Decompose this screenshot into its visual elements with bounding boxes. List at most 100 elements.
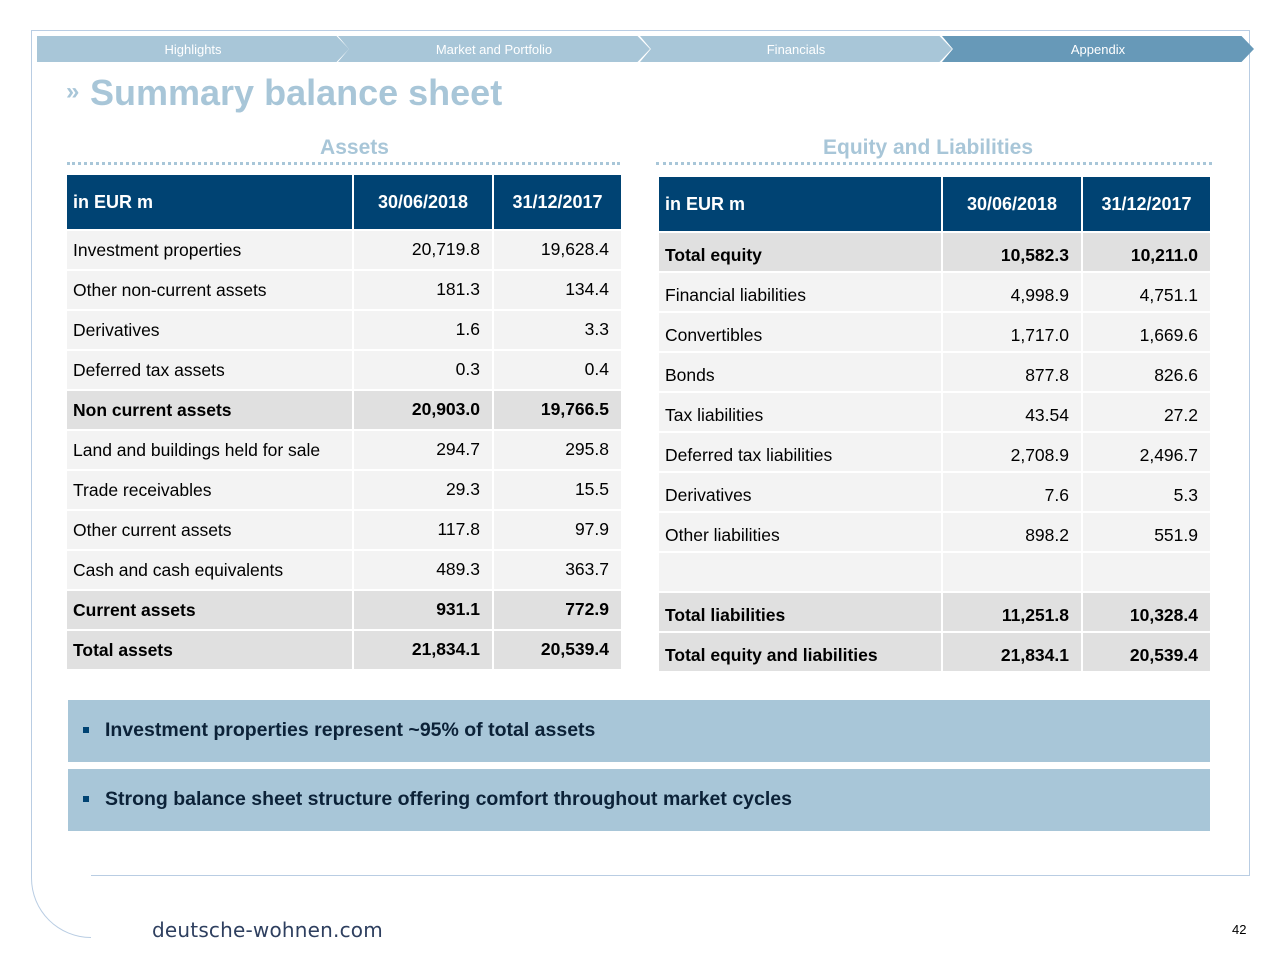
column-header-label: in EUR m — [67, 175, 354, 229]
section-navigation: Highlights Market and Portfolio Financia… — [37, 36, 1254, 62]
column-header-label: in EUR m — [659, 177, 943, 231]
value-2018: 21,834.1 — [354, 629, 494, 669]
table-row: Tax liabilities 43.54 27.2 — [659, 391, 1210, 431]
title-marker-icon: » — [66, 78, 80, 105]
key-message-box: Investment properties represent ~95% of … — [68, 700, 1210, 762]
value-2018: 1,717.0 — [943, 311, 1083, 351]
value-2018: 20,903.0 — [354, 389, 494, 429]
row-label: Deferred tax assets — [67, 349, 354, 389]
nav-tab-financials[interactable]: Financials — [640, 36, 952, 62]
page-frame-right — [1249, 30, 1250, 876]
value-2017: 3.3 — [494, 309, 621, 349]
value-2018: 4,998.9 — [943, 271, 1083, 311]
row-label: Bonds — [659, 351, 943, 391]
table-row: Bonds 877.8 826.6 — [659, 351, 1210, 391]
footer-url[interactable]: deutsche-wohnen.com — [152, 918, 383, 942]
table-row: Financial liabilities 4,998.9 4,751.1 — [659, 271, 1210, 311]
value-2018: 931.1 — [354, 589, 494, 629]
value-2018: 29.3 — [354, 469, 494, 509]
value-2017: 551.9 — [1083, 511, 1210, 551]
value-2018: 294.7 — [354, 429, 494, 469]
row-label: Total equity — [659, 231, 943, 271]
row-label: Deferred tax liabilities — [659, 431, 943, 471]
row-label: Investment properties — [67, 229, 354, 269]
table-row: Total assets 21,834.1 20,539.4 — [67, 629, 621, 669]
table-row: Non current assets 20,903.0 19,766.5 — [67, 389, 621, 429]
row-label: Other current assets — [67, 509, 354, 549]
row-label: Derivatives — [67, 309, 354, 349]
assets-heading: Assets — [320, 136, 389, 159]
column-header-2018: 30/06/2018 — [943, 177, 1083, 231]
liabilities-divider — [656, 162, 1212, 165]
page-frame-bottom — [91, 875, 1250, 876]
column-header-2018: 30/06/2018 — [354, 175, 494, 229]
nav-tab-market-and-portfolio[interactable]: Market and Portfolio — [338, 36, 650, 62]
value-2017: 10,211.0 — [1083, 231, 1210, 271]
table-row: Other current assets 117.8 97.9 — [67, 509, 621, 549]
value-2017: 19,628.4 — [494, 229, 621, 269]
row-label: Non current assets — [67, 389, 354, 429]
value-2018: 11,251.8 — [943, 591, 1083, 631]
value-2018: 877.8 — [943, 351, 1083, 391]
page-title: Summary balance sheet — [90, 72, 503, 113]
value-2017: 0.4 — [494, 349, 621, 389]
value-2017: 134.4 — [494, 269, 621, 309]
value-2018: 117.8 — [354, 509, 494, 549]
value-2018: 0.3 — [354, 349, 494, 389]
row-label — [659, 551, 943, 591]
equity-liabilities-table: in EUR m 30/06/2018 31/12/2017 Total equ… — [659, 177, 1210, 671]
table-row: Deferred tax assets 0.3 0.4 — [67, 349, 621, 389]
page-number: 42 — [1232, 922, 1247, 937]
value-2017: 772.9 — [494, 589, 621, 629]
nav-tab-appendix[interactable]: Appendix — [942, 36, 1254, 62]
table-row: Other non-current assets 181.3 134.4 — [67, 269, 621, 309]
row-label: Cash and cash equivalents — [67, 549, 354, 589]
value-2017: 363.7 — [494, 549, 621, 589]
table-row — [659, 551, 1210, 591]
row-label: Tax liabilities — [659, 391, 943, 431]
value-2018: 181.3 — [354, 269, 494, 309]
value-2018 — [943, 551, 1083, 591]
value-2017: 1,669.6 — [1083, 311, 1210, 351]
key-message-text: Strong balance sheet structure offering … — [105, 788, 792, 810]
value-2018: 7.6 — [943, 471, 1083, 511]
column-header-2017: 31/12/2017 — [1083, 177, 1210, 231]
value-2017: 826.6 — [1083, 351, 1210, 391]
column-header-2017: 31/12/2017 — [494, 175, 621, 229]
row-label: Other non-current assets — [67, 269, 354, 309]
value-2018: 2,708.9 — [943, 431, 1083, 471]
table-row: Trade receivables 29.3 15.5 — [67, 469, 621, 509]
value-2017: 2,496.7 — [1083, 431, 1210, 471]
table-row: Total equity and liabilities 21,834.1 20,5… — [659, 631, 1210, 671]
bullet-square-icon — [83, 796, 89, 802]
table-row: Derivatives 1.6 3.3 — [67, 309, 621, 349]
value-2017: 20,539.4 — [494, 629, 621, 669]
value-2018: 1.6 — [354, 309, 494, 349]
row-label: Total assets — [67, 629, 354, 669]
row-label: Current assets — [67, 589, 354, 629]
row-label: Other liabilities — [659, 511, 943, 551]
value-2017: 20,539.4 — [1083, 631, 1210, 671]
row-label: Derivatives — [659, 471, 943, 511]
table-row: Investment properties 20,719.8 19,628.4 — [67, 229, 621, 269]
table-row: Deferred tax liabilities 2,708.9 2,496.7 — [659, 431, 1210, 471]
row-label: Total equity and liabilities — [659, 631, 943, 671]
table-row: Cash and cash equivalents 489.3 363.7 — [67, 549, 621, 589]
value-2017 — [1083, 551, 1210, 591]
row-label: Land and buildings held for sale — [67, 429, 354, 469]
table-row: Land and buildings held for sale 294.7 295… — [67, 429, 621, 469]
table-row: Other liabilities 898.2 551.9 — [659, 511, 1210, 551]
value-2018: 20,719.8 — [354, 229, 494, 269]
row-label: Financial liabilities — [659, 271, 943, 311]
value-2017: 19,766.5 — [494, 389, 621, 429]
table-row: Convertibles 1,717.0 1,669.6 — [659, 311, 1210, 351]
value-2018: 489.3 — [354, 549, 494, 589]
assets-divider — [67, 162, 620, 165]
key-message-text: Investment properties represent ~95% of … — [105, 719, 596, 741]
table-row: Total liabilities 11,251.8 10,328.4 — [659, 591, 1210, 631]
row-label: Trade receivables — [67, 469, 354, 509]
bullet-square-icon — [83, 727, 89, 733]
nav-tab-highlights[interactable]: Highlights — [37, 36, 349, 62]
assets-table: in EUR m 30/06/2018 31/12/2017 Investmen… — [67, 175, 621, 669]
value-2017: 15.5 — [494, 469, 621, 509]
